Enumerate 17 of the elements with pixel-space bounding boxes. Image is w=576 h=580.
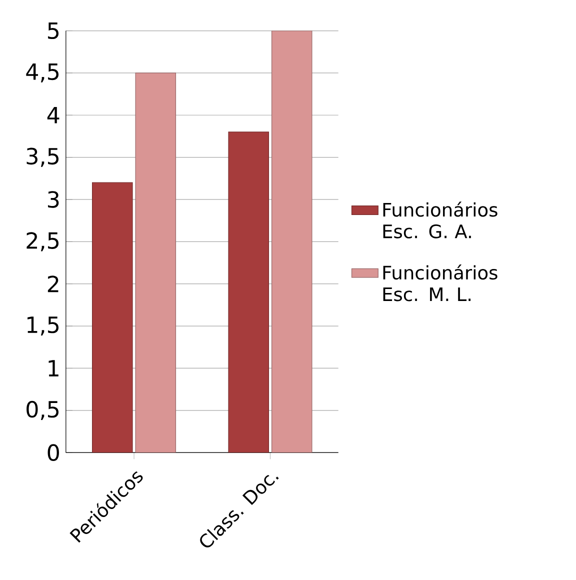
bar: [92, 182, 133, 453]
legend-label: Funcionários Esc. M. L.: [384, 264, 498, 302]
bar: [135, 72, 176, 453]
y-tick-label: 0: [48, 444, 60, 461]
y-tick-label: 2: [48, 276, 58, 292]
y-tick-label: 0,5: [26, 400, 59, 420]
y-tick-label: 4,5: [26, 64, 59, 82]
y-tick-label: 2,5: [26, 232, 59, 252]
bar: [272, 30, 312, 453]
y-tick-label: 3,5: [26, 148, 59, 167]
y-tick-label: 5: [48, 22, 59, 40]
y-tick-label: 1: [48, 360, 59, 376]
y-tick-label: 1,5: [28, 316, 59, 336]
legend-label: Funcionários Esc. G. A.: [384, 202, 498, 238]
y-tick-label: 4: [48, 107, 60, 124]
bar: [228, 132, 270, 453]
y-tick-label: 3: [48, 191, 59, 208]
